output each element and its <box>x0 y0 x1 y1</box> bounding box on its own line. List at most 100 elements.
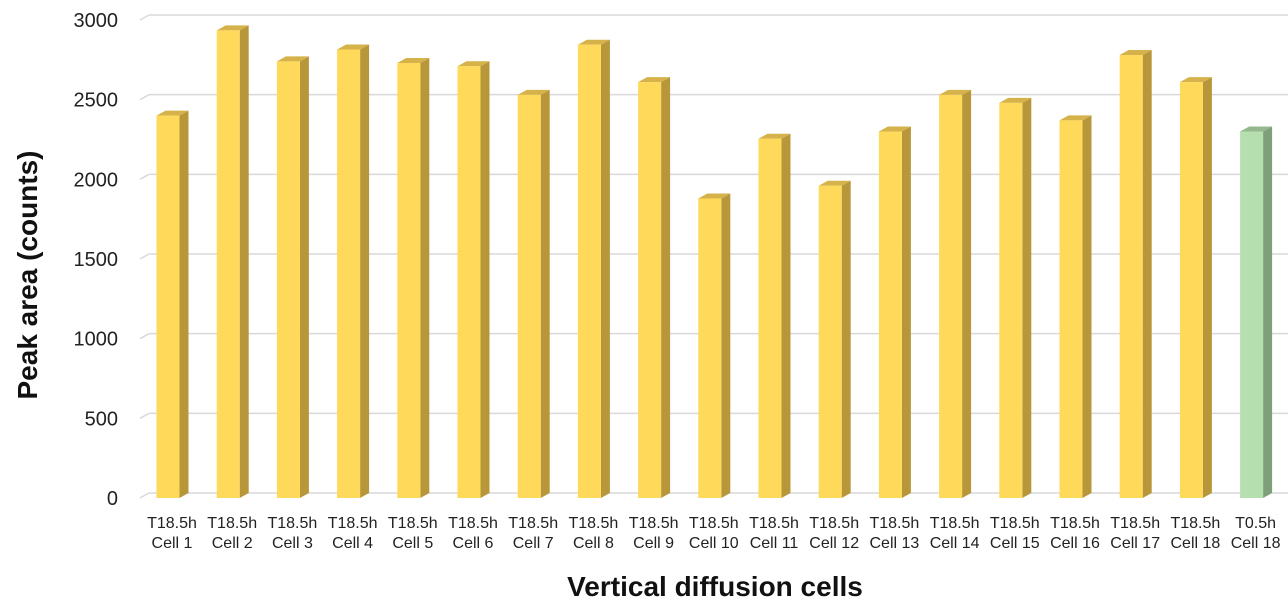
y-tick-label: 0 <box>107 488 118 510</box>
bar-top <box>638 77 671 83</box>
gridline-depth <box>139 412 150 419</box>
bar-side <box>420 58 430 499</box>
bar-top <box>878 126 911 132</box>
bar-top <box>156 110 189 116</box>
x-tick-label: Cell 2 <box>212 535 253 552</box>
bar-front <box>939 94 963 499</box>
x-tick-label: T18.5h <box>1050 515 1100 532</box>
bar-top <box>999 97 1032 103</box>
bar-top <box>397 58 430 64</box>
x-tick-label: Cell 3 <box>272 535 313 552</box>
x-tick-label: T18.5h <box>388 515 438 532</box>
bar-side <box>721 193 731 498</box>
y-tick-label: 2500 <box>74 90 119 112</box>
x-tick-label: T18.5h <box>869 515 919 532</box>
x-tick-label: T18.5h <box>749 515 799 532</box>
bar-top <box>1119 50 1152 56</box>
bar <box>577 39 610 499</box>
bar-front <box>818 185 842 498</box>
x-tick-label: T18.5h <box>568 515 618 532</box>
bar-front <box>999 102 1023 498</box>
bars <box>156 25 1273 499</box>
x-tick-label: T0.5h <box>1235 515 1276 532</box>
bar <box>1059 115 1092 498</box>
bar <box>638 77 671 498</box>
x-tick-label: Cell 13 <box>869 535 919 552</box>
x-tick-label: Cell 18 <box>1170 535 1220 552</box>
bar-front <box>1240 131 1264 499</box>
bar <box>1119 50 1152 498</box>
y-axis-title: Peak area (counts) <box>12 151 43 400</box>
x-axis-labels: T18.5h Cell 1 T18.5h Cell 2 T18.5h Cell 3 T18.… <box>147 515 1281 552</box>
x-tick-label: Cell 16 <box>1050 535 1100 552</box>
bar <box>337 44 370 499</box>
bar-front <box>1119 55 1143 498</box>
x-tick-label: Cell 4 <box>332 535 373 552</box>
gridline-depth <box>139 14 150 21</box>
bar-top <box>337 44 370 50</box>
x-tick-label: T18.5h <box>689 515 739 532</box>
bar-front <box>216 30 240 499</box>
bar-side <box>1142 50 1152 498</box>
bar-side <box>661 77 671 498</box>
x-tick-label: T18.5h <box>1110 515 1160 532</box>
bar-front <box>397 63 421 499</box>
x-tick-label: Cell 1 <box>152 535 193 552</box>
bar-top <box>1059 115 1092 121</box>
bar-top <box>698 193 731 199</box>
x-tick-label: Cell 10 <box>689 535 739 552</box>
x-tick-label: T18.5h <box>448 515 498 532</box>
gridline-depth <box>139 333 150 340</box>
x-axis-title: Vertical diffusion cells <box>567 571 863 601</box>
bar-side <box>841 180 851 498</box>
gridline-depth <box>139 94 150 101</box>
bar-top <box>818 180 851 186</box>
bar-side <box>239 25 249 499</box>
bar <box>698 193 731 498</box>
bar-top <box>216 25 249 31</box>
bar <box>457 61 490 498</box>
bar <box>276 56 309 498</box>
bar-front <box>878 131 902 499</box>
bar-side <box>179 110 189 498</box>
gridline-depth <box>139 253 150 260</box>
bar <box>216 25 249 499</box>
bar-top <box>1179 77 1212 83</box>
bar <box>939 89 972 499</box>
bar-top <box>758 133 791 139</box>
bar-side <box>540 89 550 499</box>
y-tick-label: 1000 <box>74 329 119 351</box>
x-tick-label: Cell 9 <box>633 535 674 552</box>
bar <box>1179 77 1212 498</box>
bar-top <box>939 89 972 95</box>
bar-side <box>299 56 309 498</box>
bar-side <box>1202 77 1212 498</box>
bar-top <box>517 89 550 95</box>
bar-front <box>1179 82 1203 498</box>
x-tick-label: T18.5h <box>629 515 679 532</box>
bar-side <box>901 126 911 499</box>
bar <box>1240 126 1273 499</box>
bar <box>758 133 791 498</box>
bar-side <box>1263 126 1273 499</box>
gridline-depth <box>139 173 150 180</box>
bar-top <box>276 56 309 62</box>
bar-side <box>480 61 490 498</box>
bar <box>517 89 550 499</box>
bar-side <box>1022 97 1032 498</box>
bar-front <box>457 66 481 498</box>
bar-top <box>577 39 610 45</box>
bar-front <box>517 94 541 499</box>
x-tick-label: Cell 12 <box>809 535 859 552</box>
bar-side <box>1082 115 1092 498</box>
bar-front <box>577 44 601 499</box>
y-tick-label: 3000 <box>74 10 119 32</box>
bar <box>878 126 911 499</box>
x-tick-label: Cell 8 <box>573 535 614 552</box>
x-tick-label: Cell 14 <box>930 535 980 552</box>
x-tick-label: T18.5h <box>990 515 1040 532</box>
x-tick-label: Cell 11 <box>750 535 799 552</box>
x-tick-label: T18.5h <box>930 515 980 532</box>
bar-front <box>276 61 300 498</box>
y-tick-label: 500 <box>85 408 118 430</box>
